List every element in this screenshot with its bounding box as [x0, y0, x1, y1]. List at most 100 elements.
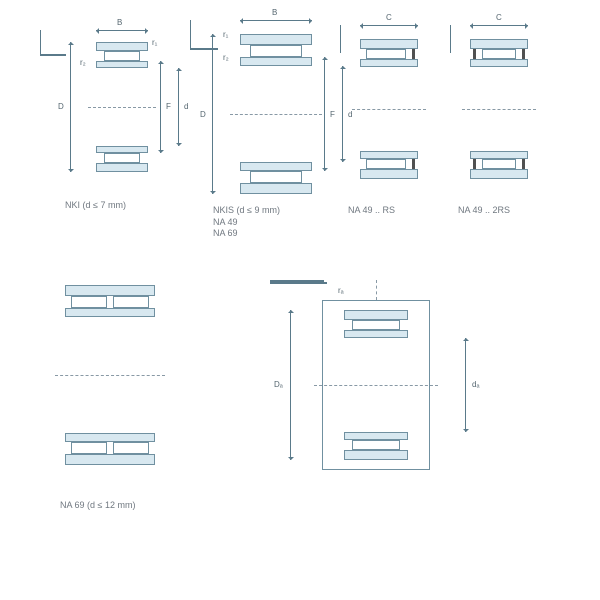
dim-d-label: D [58, 102, 64, 111]
outer-ring-top [96, 42, 148, 51]
caption-line-3: NA 69 [213, 228, 238, 238]
inner-ring-bot [240, 162, 312, 171]
diagram-na69-d12 [55, 280, 185, 490]
ext [190, 20, 191, 34]
dim-c-label: C [496, 13, 502, 22]
dim-f-line [324, 57, 325, 171]
caption-na69-d12: NA 69 (d ≤ 12 mm) [60, 500, 135, 512]
diagram-mounting: rₐ Dₐ dₐ [270, 280, 500, 500]
dim-d2-line [178, 68, 179, 146]
inner-ring-top [470, 59, 528, 67]
roller-top [250, 45, 302, 57]
ext [340, 39, 341, 53]
caption-line-1: NKIS (d ≤ 9 mm) [213, 205, 280, 215]
ext [270, 283, 327, 284]
outer-ring-bot [344, 450, 408, 460]
inner-ring-top [65, 308, 155, 317]
centerline [230, 114, 322, 115]
roller-top [352, 320, 400, 330]
dim-r2-label: r₂ [80, 58, 86, 67]
outer-ring-top [470, 39, 528, 49]
seal-top-left [473, 49, 476, 59]
roller-bot [104, 153, 140, 163]
dim-da-line [290, 310, 291, 460]
diagram-na49-2rs: C [450, 25, 550, 200]
dim-ra-label: rₐ [338, 286, 344, 295]
ext [190, 49, 218, 50]
dim-f-label: F [330, 110, 335, 119]
ext [40, 30, 41, 42]
cross-section [65, 285, 155, 465]
roller-bot [352, 440, 400, 450]
seal-bot-right [412, 159, 415, 169]
ext [40, 42, 41, 54]
seal-top-right [522, 49, 525, 59]
dim-c-label: C [386, 13, 392, 22]
dim-d2-label: d [184, 102, 188, 111]
inner-ring-bot [96, 146, 148, 153]
centerline [314, 385, 438, 386]
dim-d-line [70, 42, 71, 172]
ext [340, 25, 341, 39]
roller-top-2 [113, 296, 149, 308]
diagram-nkis: B D F d r₁ r₂ [190, 20, 340, 220]
diagram-na49rs: C [340, 25, 440, 200]
outer-ring-bot [240, 183, 312, 194]
roller-top [482, 49, 516, 59]
outer-ring-bot [470, 169, 528, 179]
dim-c-line [360, 25, 418, 26]
roller-bot-2 [113, 442, 149, 454]
roller-bot [482, 159, 516, 169]
centerline [462, 109, 536, 110]
roller-bot-1 [71, 442, 107, 454]
dim-b-label: B [272, 8, 277, 17]
dim-b-line [96, 30, 148, 31]
inner-ring-bot [470, 151, 528, 159]
seal-top-right [412, 49, 415, 59]
dim-b-label: B [117, 18, 122, 27]
roller-bot [366, 159, 406, 169]
roller-top [366, 49, 406, 59]
outer-ring-bot [360, 169, 418, 179]
dim-da2-line [465, 338, 466, 432]
roller-top [104, 51, 140, 61]
ext [450, 25, 451, 39]
ext [450, 39, 451, 53]
centerline [352, 109, 426, 110]
outer-ring-bot [96, 163, 148, 172]
seal-bot-left [473, 159, 476, 169]
cross-section [344, 310, 408, 460]
roller-top-1 [71, 296, 107, 308]
cross-section [360, 39, 418, 179]
inner-ring-bot [360, 151, 418, 159]
ext [190, 34, 191, 48]
outer-ring-top [360, 39, 418, 49]
inner-ring-top [96, 61, 148, 68]
centerline [55, 375, 165, 376]
dim-d-line [212, 34, 213, 194]
inner-ring-top [360, 59, 418, 67]
caption-na49rs: NA 49 .. RS [348, 205, 395, 217]
caption-line-2: NA 49 [213, 217, 238, 227]
outer-ring-bot [65, 454, 155, 465]
dim-r2-label: r₂ [223, 53, 229, 62]
caption-na49-2rs: NA 49 .. 2RS [458, 205, 510, 217]
dim-d-label: D [200, 110, 206, 119]
outer-ring-top [65, 285, 155, 296]
inner-ring-top [240, 57, 312, 66]
dim-b-line [240, 20, 312, 21]
inner-ring-top [344, 330, 408, 338]
seal-bot-right [522, 159, 525, 169]
dim-f-line [160, 61, 161, 153]
inner-ring-bot [344, 432, 408, 440]
inner-ring-bot [65, 433, 155, 442]
dim-Da-label: Dₐ [274, 380, 283, 389]
diagram-nki-d7: B D F d r₁ r₂ [40, 30, 170, 200]
outer-ring-top [240, 34, 312, 45]
centerline [88, 107, 156, 108]
shaft-center [376, 280, 377, 300]
ext [40, 55, 66, 56]
outer-ring-top [344, 310, 408, 320]
cross-section [240, 34, 312, 194]
dim-f-label: F [166, 102, 171, 111]
